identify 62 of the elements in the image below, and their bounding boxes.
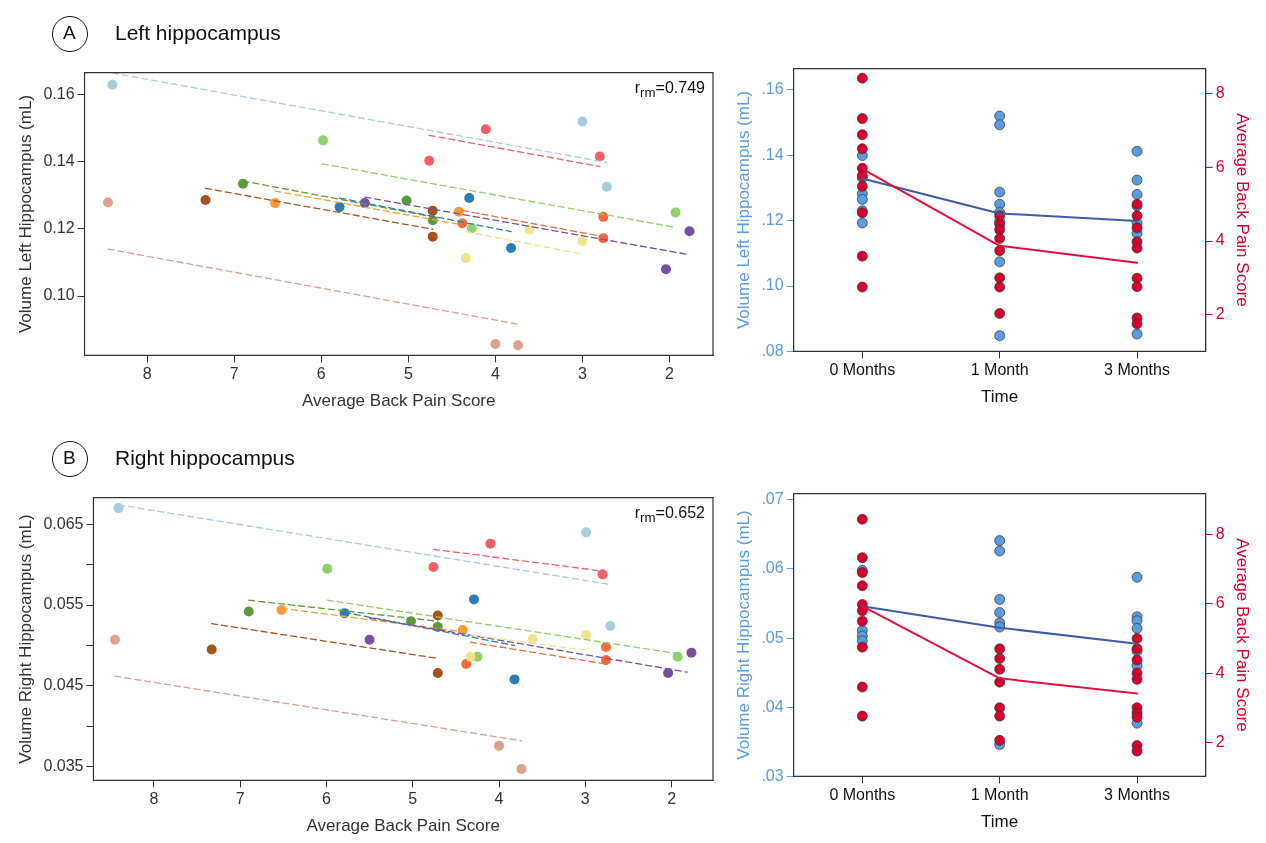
y2-tick-label: 2 xyxy=(1215,305,1225,323)
chart-title: Right hippocampus xyxy=(115,446,295,470)
x-tick-label: 6 xyxy=(316,365,326,383)
x-tick-label: 3 xyxy=(577,365,587,383)
y-tick-label: .06 xyxy=(761,559,784,577)
x-tick-label: 4 xyxy=(494,790,504,808)
x-tick-label: 8 xyxy=(142,365,152,383)
x-tick-label: 2 xyxy=(667,790,677,808)
y-tick-label: .07 xyxy=(761,490,784,508)
y-tick-label: 0.065 xyxy=(43,514,84,532)
y-tick-label: 0.035 xyxy=(43,757,84,775)
x-tick-label: 0 Months xyxy=(829,786,896,804)
x-tick-label: 0 Months xyxy=(829,361,896,379)
y2-tick-label: 4 xyxy=(1215,663,1225,681)
x-tick-label: 8 xyxy=(149,790,159,808)
x-tick-label: 6 xyxy=(321,790,331,808)
x-axis-title: Time xyxy=(981,812,1019,832)
x-tick-label: 3 Months xyxy=(1104,361,1170,379)
x-axis-title: Average Back Pain Score xyxy=(306,816,500,836)
y-tick-label: .04 xyxy=(761,697,784,715)
text: B xyxy=(63,447,76,469)
x-tick-label: 5 xyxy=(403,365,413,383)
y2-tick-label: 8 xyxy=(1215,84,1225,102)
y-tick-label: .16 xyxy=(761,80,784,98)
x-tick-label: 3 xyxy=(580,790,590,808)
y2-tick-label: 2 xyxy=(1215,732,1225,750)
x-tick-label: 1 Month xyxy=(970,361,1029,379)
chart-title: Left hippocampus xyxy=(115,21,281,45)
x-axis-title: Time xyxy=(981,387,1019,407)
x-tick-label: 4 xyxy=(490,365,500,383)
y-tick-label: 0.16 xyxy=(43,85,75,103)
y2-tick-label: 6 xyxy=(1215,157,1225,175)
x-axis-title: Average Back Pain Score xyxy=(302,391,496,411)
x-tick-label: 5 xyxy=(408,790,418,808)
annotation: r$_{rm}$=0.652 xyxy=(634,503,705,525)
x-tick-label: 3 Months xyxy=(1104,786,1170,804)
y-tick-label: 0.14 xyxy=(43,152,75,170)
x-tick-label: 7 xyxy=(229,365,239,383)
y-tick-label: .05 xyxy=(761,628,784,646)
y-tick-label: 0.12 xyxy=(43,219,75,237)
x-tick-label: 7 xyxy=(235,790,245,808)
y2-axis-title: Average Back Pain Score xyxy=(1233,538,1253,732)
y-tick-label: .10 xyxy=(761,276,784,294)
y-tick-label: 0.055 xyxy=(43,595,84,613)
y-tick-label: .08 xyxy=(761,341,784,359)
y-axis-title: Volume Right Hippocampus (mL) xyxy=(733,510,753,760)
y-tick-label: 0.10 xyxy=(43,286,75,304)
y2-tick-label: 6 xyxy=(1215,594,1225,612)
y-tick-label: .12 xyxy=(761,211,784,229)
x-tick-label: 1 Month xyxy=(970,786,1029,804)
y-axis-title: Volume Right Hippocampus (mL) xyxy=(15,514,35,764)
y2-axis-title: Average Back Pain Score xyxy=(1233,113,1253,307)
y-axis-title: Volume Left Hippocampus (mL) xyxy=(15,94,35,334)
y-tick-label: .03 xyxy=(761,766,784,784)
annotation: r$_{rm}$=0.749 xyxy=(634,78,705,100)
y-axis-title: Volume Left Hippocampus (mL) xyxy=(733,90,753,330)
y-tick-label: .14 xyxy=(761,145,784,163)
y2-tick-label: 8 xyxy=(1215,524,1225,542)
text: A xyxy=(63,22,76,44)
y-tick-label: 0.045 xyxy=(43,676,84,694)
y2-tick-label: 4 xyxy=(1215,231,1225,249)
x-tick-label: 2 xyxy=(665,365,675,383)
